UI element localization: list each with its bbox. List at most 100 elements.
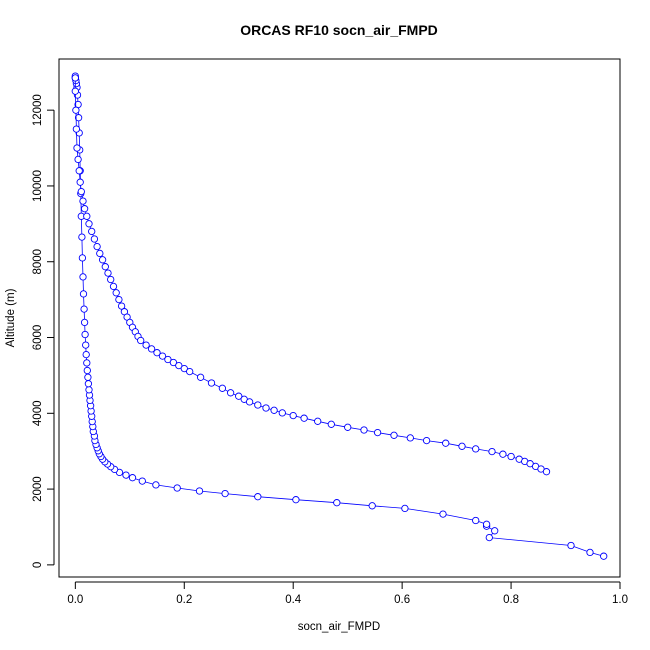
data-point (84, 373, 92, 381)
y-tick-label: 12000 (32, 94, 44, 126)
x-tick-label: 0.6 (394, 594, 410, 606)
data-point (186, 367, 194, 376)
data-point (83, 359, 91, 367)
data-point (82, 350, 90, 359)
data-point (101, 263, 109, 271)
data-point (472, 445, 480, 453)
data-point (221, 489, 229, 498)
data-point (314, 417, 322, 425)
data-point (82, 341, 90, 349)
y-tick-label: 4000 (32, 401, 44, 427)
data-point (344, 423, 352, 431)
data-point (289, 411, 297, 420)
data-point (422, 436, 431, 445)
data-point (74, 155, 82, 164)
chart-title: ORCAS RF10 socn_air_FMPD (240, 22, 438, 38)
data-point (254, 401, 262, 409)
data-point (73, 144, 81, 152)
data-point (88, 227, 96, 236)
data-point (79, 273, 87, 281)
x-tick-label: 0.4 (285, 594, 302, 606)
data-point (195, 487, 204, 495)
data-point (368, 502, 376, 510)
x-axis-label: socn_air_FMPD (298, 621, 380, 633)
x-tick-label: 0.8 (503, 594, 519, 606)
data-point (262, 404, 270, 412)
data-point (158, 352, 167, 360)
data-point (90, 235, 99, 243)
data-point (93, 242, 101, 251)
data-point (78, 254, 87, 262)
y-axis-label: Altitude (m) (5, 288, 17, 347)
data-point (142, 341, 150, 349)
data-point (226, 389, 235, 397)
data-point (567, 541, 575, 550)
data-point (327, 420, 335, 428)
data-point (439, 510, 447, 518)
data-point (164, 355, 172, 364)
data-point (442, 439, 450, 447)
data-point (175, 361, 183, 370)
y-tick-label: 10000 (32, 170, 44, 202)
y-tick-label: 2000 (32, 476, 44, 502)
data-point (390, 431, 398, 439)
data-point (117, 302, 126, 310)
data-point (235, 392, 243, 400)
data-point (218, 384, 227, 392)
data-point (169, 358, 178, 367)
data-point (107, 275, 115, 284)
data-point (109, 282, 118, 291)
series-layer (71, 72, 608, 560)
data-point (373, 428, 382, 437)
data-point (245, 398, 254, 406)
data-point (104, 269, 112, 277)
data-point (115, 295, 123, 304)
x-tick-label: 1.0 (612, 594, 628, 606)
data-point (77, 187, 85, 196)
data-point (81, 330, 89, 339)
data-point (458, 442, 466, 450)
data-point (401, 504, 409, 513)
data-point (600, 552, 608, 560)
data-point (485, 533, 493, 542)
data-point (360, 426, 368, 434)
data-point (85, 386, 93, 394)
data-point (333, 499, 341, 507)
data-point (491, 527, 499, 535)
y-tick-label: 8000 (32, 249, 44, 275)
data-point (507, 452, 515, 461)
y-tick-label: 6000 (32, 325, 44, 351)
data-point (122, 471, 130, 479)
y-axis: 0 2000 4000 6000 8000 10000 12000 (32, 94, 55, 568)
data-point (300, 414, 308, 422)
data-point (406, 434, 414, 442)
data-point (499, 450, 507, 458)
data-point (84, 380, 93, 388)
data-point (72, 125, 81, 133)
data-point (83, 212, 91, 220)
data-point (80, 205, 89, 213)
x-tick-label: 0.2 (176, 594, 192, 606)
data-point (180, 364, 188, 373)
data-point (79, 290, 88, 298)
x-axis: 0.0 0.2 0.4 0.6 0.8 1.0 (67, 581, 628, 606)
data-point (72, 106, 80, 114)
data-point (71, 87, 79, 95)
data-point (83, 366, 91, 375)
data-point (78, 233, 86, 241)
data-point (152, 481, 160, 489)
data-point (207, 379, 216, 387)
data-point (74, 114, 83, 122)
data-point (153, 349, 161, 357)
data-point (196, 373, 205, 381)
data-point (80, 305, 88, 313)
data-point (137, 336, 145, 345)
data-point (254, 493, 262, 501)
data-point (173, 484, 181, 492)
data-point (488, 447, 496, 456)
data-point (96, 249, 104, 258)
data-point (85, 220, 93, 228)
data-point (278, 409, 286, 417)
data-point (138, 477, 146, 485)
